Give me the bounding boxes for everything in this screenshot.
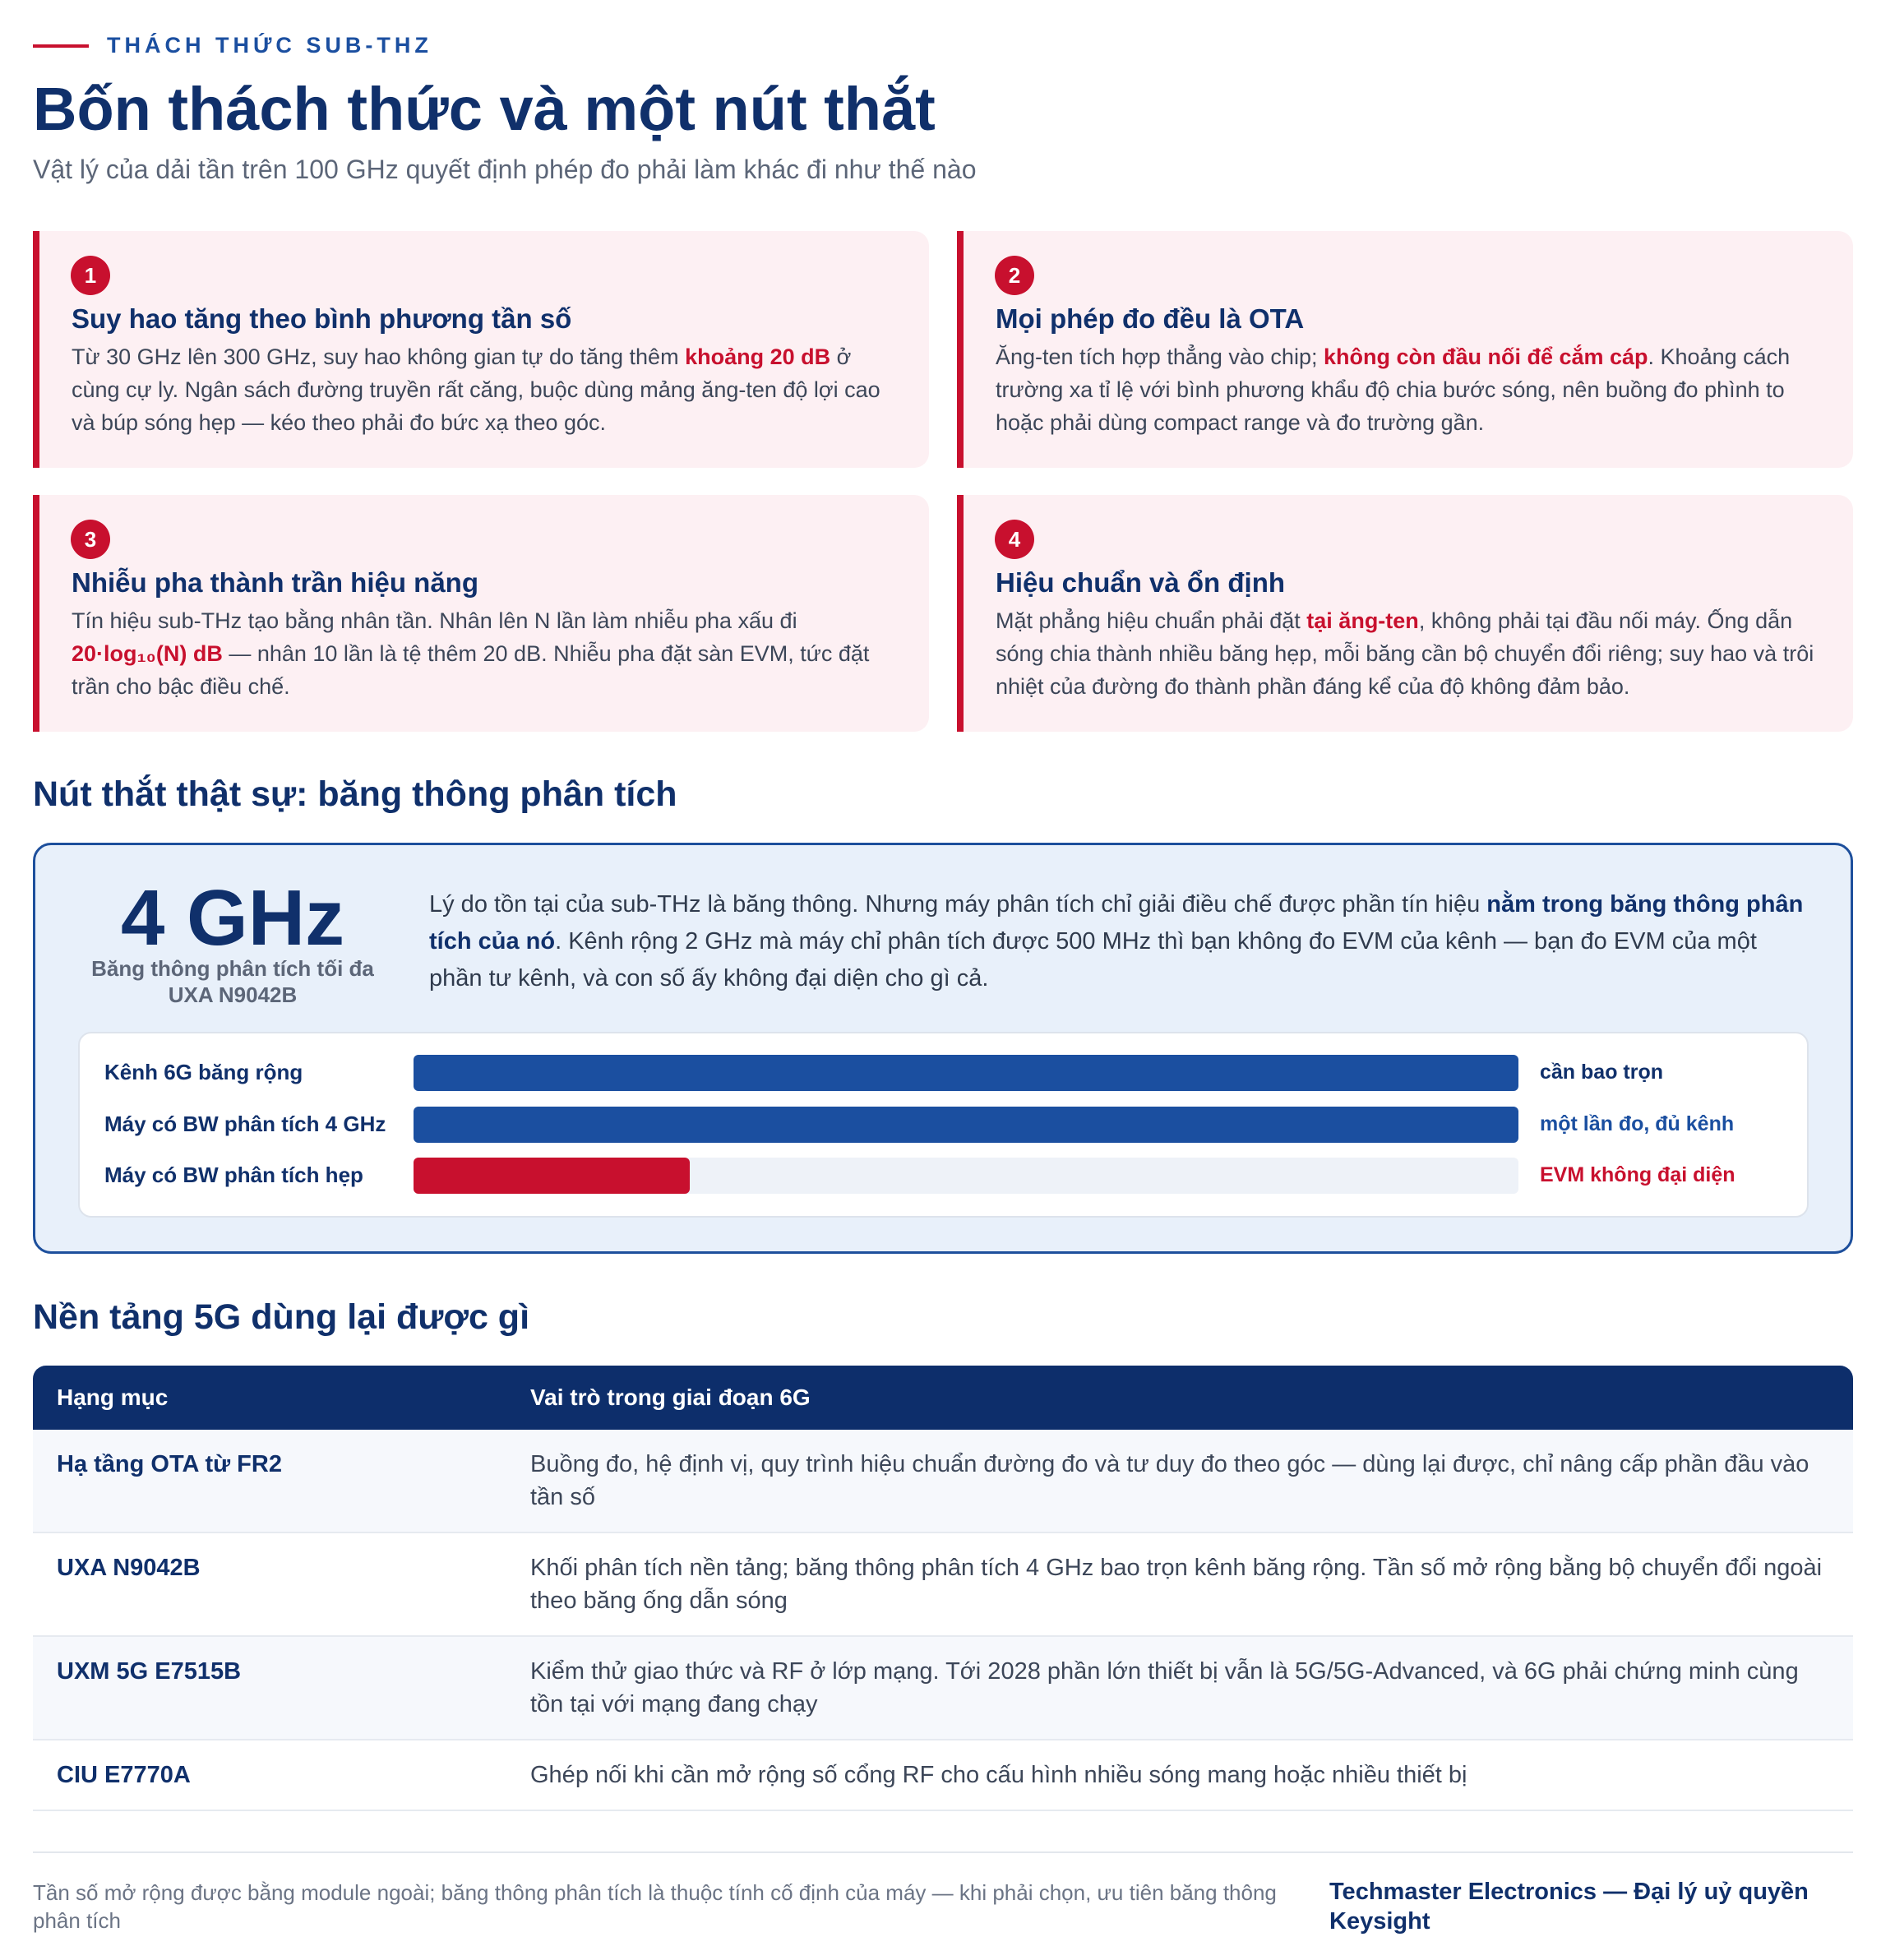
badge: 4: [995, 520, 1034, 559]
text: , không phải tại đầu nối máy. Ống dẫn só…: [996, 608, 1814, 699]
table-row: Hạ tầng OTA từ FR2 Buồng đo, hệ định vị, …: [33, 1430, 1853, 1533]
bar-label: Kênh 6G băng rộng: [104, 1060, 303, 1084]
card-title: Suy hao tăng theo bình phương tần số: [72, 303, 572, 334]
paragraph: Lý do tồn tại của sub-THz là băng thông.…: [429, 886, 1810, 997]
section-heading: Nền tảng 5G dùng lại được gì: [33, 1297, 530, 1337]
card: 1 Suy hao tăng theo bình phương tần số Từ …: [33, 231, 929, 468]
column-header: Hạng mục: [33, 1366, 506, 1430]
table-row: UXM 5G E7515B Kiểm thử giao thức và RF ở …: [33, 1636, 1853, 1740]
table-cell: Ghép nối khi cần mở rộng số cổng RF cho …: [506, 1740, 1853, 1811]
text: Lý do tồn tại của sub-THz là băng thông.…: [429, 891, 1487, 918]
highlight: 20·log₁₀(N) dB: [72, 641, 223, 666]
text: Ăng-ten tích hợp thẳng vào chip;: [996, 344, 1324, 369]
text: Từ 30 GHz lên 300 GHz, suy hao không gia…: [72, 344, 686, 369]
bar-track: [414, 1107, 1518, 1143]
card-title: Nhiễu pha thành trần hiệu năng: [72, 567, 478, 598]
table-cell: Khối phân tích nền tảng; băng thông phân…: [506, 1532, 1853, 1637]
bar: [414, 1107, 1518, 1143]
divider: [33, 1851, 1853, 1853]
bar-note: cần bao trọn: [1540, 1061, 1664, 1084]
text: Mặt phẳng hiệu chuẩn phải đặt: [996, 608, 1307, 633]
card-body: Từ 30 GHz lên 300 GHz, suy hao không gia…: [72, 340, 893, 439]
card-title: Hiệu chuẩn và ổn định: [996, 567, 1286, 598]
card-body: Mặt phẳng hiệu chuẩn phải đặt tại ăng-te…: [996, 604, 1817, 703]
section-heading: Nút thắt thật sự: băng thông phân tích: [33, 774, 677, 814]
table-cell: UXM 5G E7515B: [33, 1636, 506, 1740]
header-row: Hạng mục Vai trò trong giai đoạn 6G: [33, 1366, 1853, 1430]
badge: 2: [995, 256, 1034, 295]
stat-caption: Băng thông phân tích tối đa UXA N9042B: [91, 956, 374, 1007]
text: . Kênh rộng 2 GHz mà máy chỉ phân tích đ…: [429, 928, 1757, 992]
text: . Khoảng cách trường xa tỉ lệ với bình p…: [996, 344, 1791, 435]
table-row: UXA N9042B Khối phân tích nền tảng; băng …: [33, 1532, 1853, 1637]
text: — nhân 10 lần là tệ thêm 20 dB. Nhiễu ph…: [72, 641, 870, 699]
card: 2 Mọi phép đo đều là OTA Ăng-ten tích hợp …: [957, 231, 1853, 468]
text: Tín hiệu sub-THz tạo bằng nhân tần. Nhân…: [72, 608, 797, 633]
badge: 1: [71, 256, 110, 295]
eyebrow-line: [33, 44, 89, 48]
footer-note: Tần số mở rộng được bằng module ngoài; b…: [33, 1880, 1277, 1933]
card-title: Mọi phép đo đều là OTA: [996, 303, 1305, 334]
table-body: Hạ tầng OTA từ FR2 Buồng đo, hệ định vị, …: [33, 1430, 1853, 1811]
card: 3 Nhiễu pha thành trần hiệu năng Tín hiệu …: [33, 495, 929, 732]
table-cell: Hạ tầng OTA từ FR2: [33, 1430, 506, 1533]
highlight: không còn đầu nối để cắm cáp: [1323, 344, 1648, 369]
table-cell: Buồng đo, hệ định vị, quy trình hiệu chu…: [506, 1430, 1853, 1533]
bar: [414, 1055, 1518, 1091]
table-row: CIU E7770A Ghép nối khi cần mở rộng số cổ…: [33, 1740, 1853, 1811]
bar-label: Máy có BW phân tích hẹp: [104, 1163, 363, 1187]
column-header: Vai trò trong giai đoạn 6G: [506, 1366, 1853, 1430]
emphasis: nằm trong băng thông phân tích của nó: [429, 891, 1804, 955]
table-cell: UXA N9042B: [33, 1532, 506, 1637]
eyebrow: THÁCH THỨC SUB-THZ: [107, 33, 432, 58]
card: 4 Hiệu chuẩn và ổn định Mặt phẳng hiệu chu…: [957, 495, 1853, 732]
bar-track: [414, 1158, 1518, 1194]
title: Bốn thách thức và một nút thắt: [33, 75, 936, 143]
brand: Techmaster Electronics — Đại lý uỷ quyền…: [1329, 1879, 1809, 1935]
bar-track: [414, 1055, 1518, 1091]
table-cell: Kiểm thử giao thức và RF ở lớp mạng. Tới…: [506, 1636, 1853, 1740]
badge: 3: [71, 520, 110, 559]
table: Hạng mục Vai trò trong giai đoạn 6G Hạ tần…: [33, 1366, 1853, 1811]
table-cell: CIU E7770A: [33, 1740, 506, 1811]
text: ở cùng cự ly. Ngân sách đường truyền rất…: [72, 344, 880, 435]
stat: 4 GHz: [120, 874, 345, 962]
subtitle: Vật lý của dải tần trên 100 GHz quyết đị…: [33, 155, 977, 184]
bar-note: EVM không đại diện: [1540, 1163, 1735, 1186]
card-body: Ăng-ten tích hợp thẳng vào chip; không c…: [996, 340, 1817, 439]
card-body: Tín hiệu sub-THz tạo bằng nhân tần. Nhân…: [72, 604, 893, 703]
highlight: khoảng 20 dB: [685, 344, 831, 369]
bar-label: Máy có BW phân tích 4 GHz: [104, 1112, 386, 1136]
highlight: tại ăng-ten: [1306, 608, 1419, 633]
bar: [414, 1158, 690, 1194]
bar-note: một lần đo, đủ kênh: [1540, 1112, 1735, 1135]
